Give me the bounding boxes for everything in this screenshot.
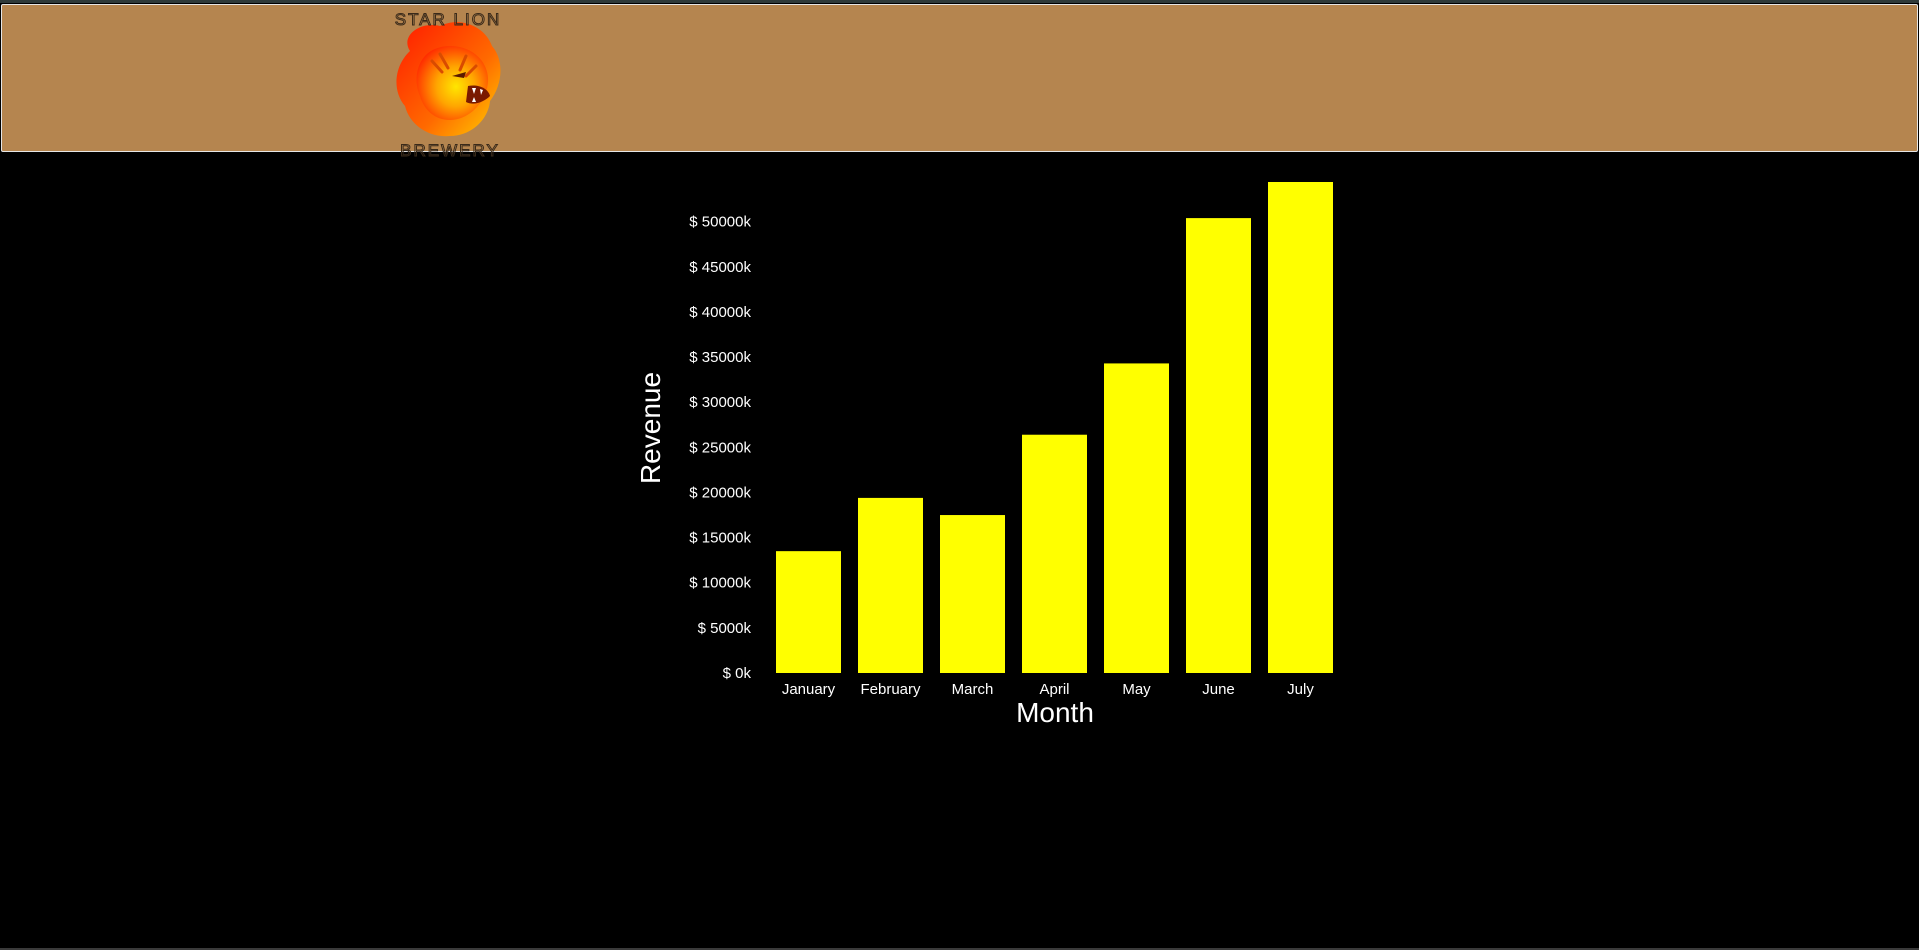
star-lion-brewery-logo[interactable]: STAR LION BREWERY <box>380 6 516 158</box>
bar-april <box>1022 434 1087 673</box>
x-tick-label: January <box>782 681 836 698</box>
y-tick-label: $ 15000k <box>689 530 751 547</box>
y-tick-label: $ 10000k <box>689 575 751 592</box>
x-tick-label: February <box>860 681 921 698</box>
x-tick-label: July <box>1287 681 1314 698</box>
bar-may <box>1104 363 1169 673</box>
y-tick-label: $ 40000k <box>689 304 751 321</box>
y-tick-label: $ 0k <box>723 665 752 682</box>
lion-head-icon: STAR LION BREWERY <box>394 10 501 158</box>
y-axis-label: Revenue <box>635 372 666 484</box>
bar-march <box>940 515 1005 673</box>
top-border <box>0 0 1919 3</box>
y-tick-label: $ 45000k <box>689 259 751 276</box>
x-tick-label: June <box>1202 681 1235 698</box>
y-tick-label: $ 25000k <box>689 439 751 456</box>
bar-july <box>1268 182 1333 673</box>
bar-february <box>858 497 923 673</box>
logo-top-text: STAR LION <box>395 10 501 29</box>
y-tick-label: $ 5000k <box>698 620 752 637</box>
y-tick-label: $ 50000k <box>689 214 751 231</box>
y-tick-label: $ 20000k <box>689 484 751 501</box>
bar-january <box>776 551 841 673</box>
bar-june <box>1186 218 1251 673</box>
y-tick-label: $ 35000k <box>689 349 751 366</box>
logo-bottom-text: BREWERY <box>400 141 500 158</box>
x-tick-label: March <box>952 681 994 698</box>
x-axis-label: Month <box>1016 697 1094 728</box>
header-banner <box>1 4 1918 152</box>
y-tick-label: $ 30000k <box>689 394 751 411</box>
x-tick-label: April <box>1039 681 1069 698</box>
x-tick-label: May <box>1122 681 1151 698</box>
